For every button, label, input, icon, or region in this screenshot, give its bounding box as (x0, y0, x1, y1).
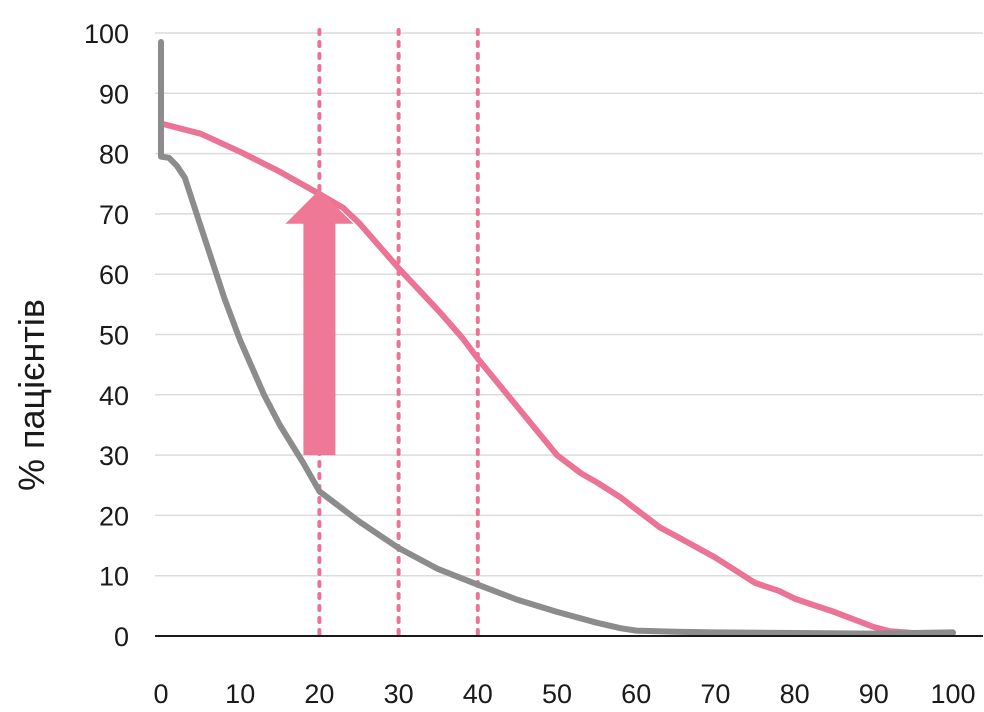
series-lines (158, 39, 956, 637)
x-tick-label: 70 (700, 679, 730, 709)
x-tick-label: 60 (621, 679, 651, 709)
x-tick-label: 80 (780, 679, 810, 709)
improvement-arrow (285, 189, 354, 456)
x-tick-label: 100 (930, 679, 975, 709)
y-tick-label: 20 (99, 501, 129, 531)
y-tick-label: 80 (99, 140, 129, 170)
x-tick-label: 10 (225, 679, 255, 709)
y-tick-labels: 0 10 20 30 40 50 60 70 80 90 100 (84, 19, 129, 652)
arrow-up-icon (285, 189, 354, 456)
y-tick-label: 0 (114, 622, 129, 652)
y-tick-label: 100 (84, 19, 129, 49)
y-tick-label: 40 (99, 381, 129, 411)
y-tick-label: 30 (99, 441, 129, 471)
x-tick-label: 40 (463, 679, 493, 709)
x-tick-label: 50 (542, 679, 572, 709)
x-tick-label: 20 (304, 679, 334, 709)
x-tick-label: 0 (153, 679, 168, 709)
y-tick-label: 90 (99, 79, 129, 109)
x-tick-label: 30 (384, 679, 414, 709)
series-line-1 (158, 120, 956, 636)
y-tick-label: 10 (99, 562, 129, 592)
y-tick-label: 50 (99, 321, 129, 351)
y-tick-label: 60 (99, 260, 129, 290)
x-tick-labels: 0 10 20 30 40 50 60 70 80 90 100 (153, 679, 975, 709)
y-axis-label: % пацієнтів (11, 299, 52, 491)
x-tick-label: 90 (859, 679, 889, 709)
y-tick-label: 70 (99, 200, 129, 230)
gridlines (155, 32, 983, 577)
series-line-2 (158, 39, 956, 637)
